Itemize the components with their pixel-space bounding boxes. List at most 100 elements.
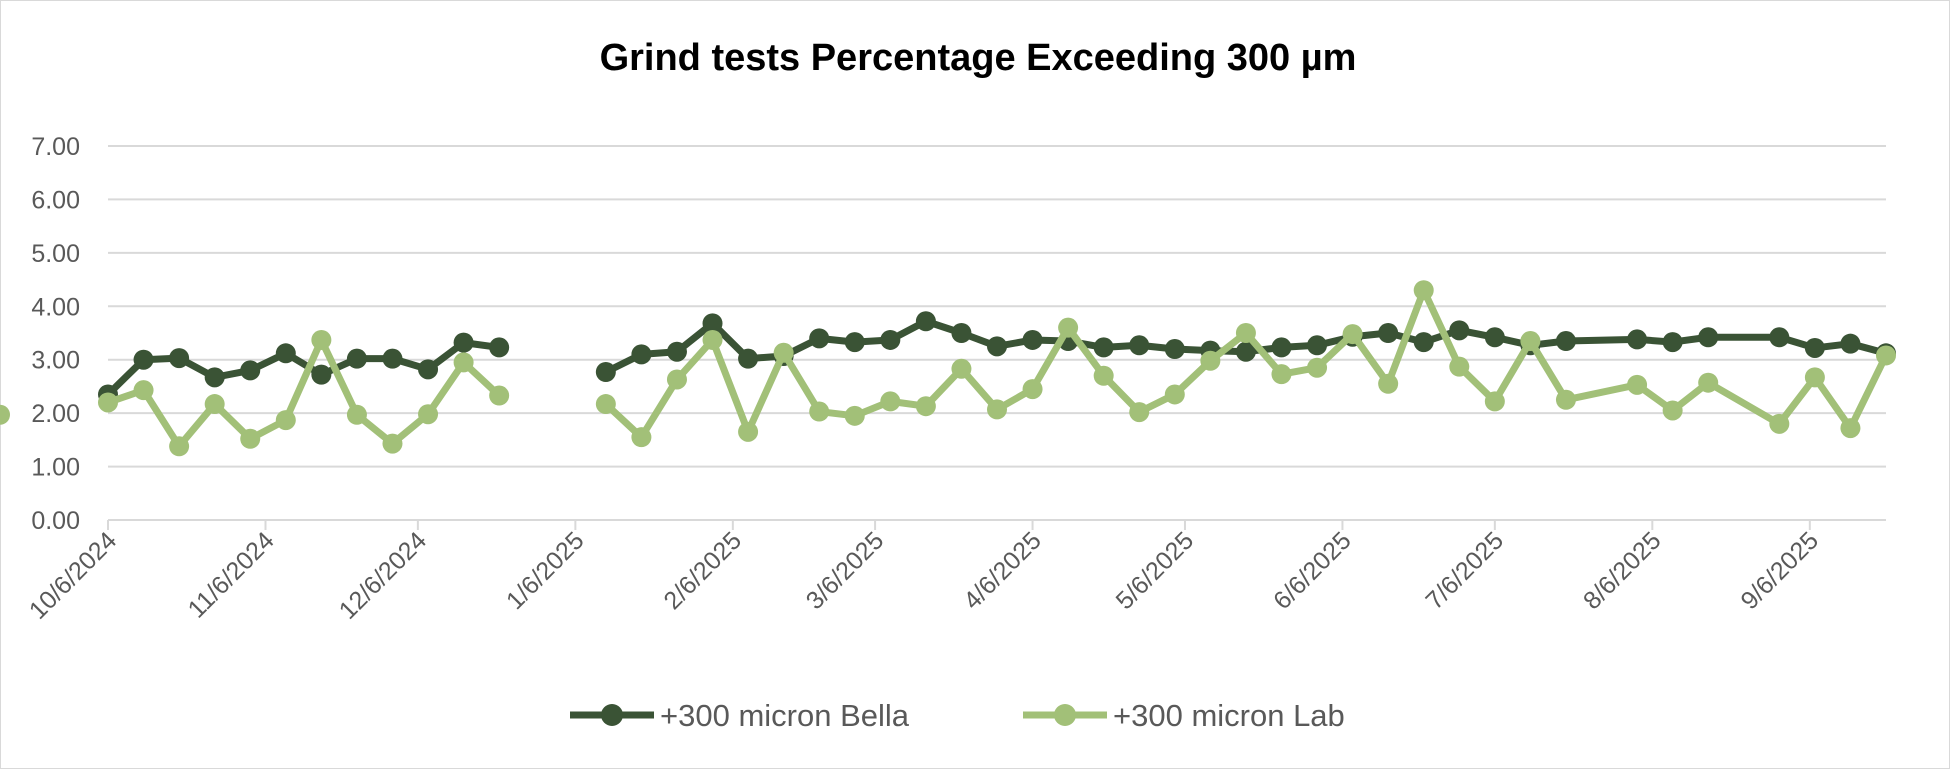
data-point [311, 364, 332, 385]
data-point [631, 344, 652, 365]
data-point [1307, 357, 1328, 378]
x-tick-label: 3/6/2025 [801, 526, 890, 615]
data-point [1804, 367, 1825, 388]
data-point [1413, 280, 1434, 301]
series-1 [0, 280, 1896, 457]
data-point [204, 394, 225, 415]
data-point [1627, 374, 1648, 395]
data-point [987, 399, 1007, 420]
data-point [738, 421, 759, 442]
x-tick-label: 11/6/2024 [183, 526, 280, 623]
data-point [595, 362, 616, 383]
chart-title: Grind tests Percentage Exceeding 300 µm [600, 37, 1357, 79]
data-point [1840, 333, 1861, 354]
data-point [1129, 335, 1150, 356]
data-point [951, 323, 972, 343]
data-point [1271, 337, 1292, 358]
data-point [1164, 339, 1185, 360]
x-tick-label: 12/6/2024 [334, 526, 433, 625]
data-point [418, 404, 439, 425]
x-tick-label: 7/6/2025 [1420, 526, 1509, 615]
y-tick-label: 4.00 [31, 293, 80, 321]
x-tick-label: 10/6/2024 [24, 526, 123, 625]
data-point [595, 394, 616, 415]
data-point [453, 352, 474, 373]
legend-label: +300 micron Bella [660, 698, 910, 733]
data-point [382, 348, 403, 369]
y-tick-label: 2.00 [31, 400, 80, 428]
data-point [169, 348, 190, 369]
data-point [311, 329, 332, 350]
data-point [275, 410, 296, 431]
data-point [240, 428, 261, 449]
x-tick-label: 5/6/2025 [1111, 526, 1200, 615]
data-point [1378, 373, 1399, 394]
data-point [702, 329, 723, 350]
data-point [951, 358, 972, 379]
data-point [844, 405, 865, 426]
data-point [1804, 337, 1825, 358]
data-point [809, 401, 830, 422]
legend-marker [1054, 704, 1076, 726]
legend-label: +300 micron Lab [1113, 698, 1345, 733]
data-point [1129, 402, 1150, 423]
y-tick-label: 0.00 [31, 507, 80, 535]
x-tick-label: 8/6/2025 [1578, 526, 1667, 615]
data-point [1840, 418, 1861, 439]
data-point [631, 427, 652, 448]
data-point [1662, 400, 1683, 421]
data-point [915, 396, 936, 417]
data-point [666, 341, 687, 362]
legend-item-0: +300 micron Bella [570, 698, 910, 733]
series-line [602, 286, 1890, 441]
data-point [1555, 331, 1576, 352]
data-point [1449, 356, 1470, 377]
series-line [104, 336, 503, 450]
data-point [240, 360, 261, 381]
data-point [1022, 379, 1043, 400]
data-point [453, 332, 474, 353]
data-point [489, 337, 510, 358]
data-point [1022, 329, 1043, 350]
data-point [1520, 331, 1541, 352]
data-point [1378, 323, 1399, 343]
data-point [133, 380, 154, 401]
data-point [1698, 372, 1719, 393]
data-point [346, 348, 367, 369]
data-point [1555, 389, 1576, 410]
data-point [1235, 323, 1256, 343]
x-tick-label: 1/6/2025 [501, 526, 590, 615]
legend: +300 micron Bella +300 micron Lab [570, 698, 1345, 733]
data-point [987, 336, 1007, 357]
data-point [1093, 337, 1114, 358]
data-point [1769, 413, 1790, 434]
y-axis-tick-labels: 0.00 1.00 2.00 3.00 4.00 5.00 6.00 7.00 [31, 133, 80, 535]
data-point [133, 349, 154, 370]
x-tick-label: 9/6/2025 [1735, 526, 1824, 615]
data-point [0, 404, 10, 425]
data-point [1769, 327, 1790, 348]
y-tick-label: 5.00 [31, 240, 80, 268]
data-point [1698, 327, 1719, 348]
data-point [204, 367, 225, 388]
legend-marker [601, 704, 623, 726]
data-point [1307, 335, 1328, 356]
data-point [1342, 324, 1363, 345]
y-tick-label: 6.00 [31, 186, 80, 214]
data-point [169, 436, 190, 457]
data-point [418, 359, 439, 380]
data-point [1093, 365, 1114, 386]
series-layer [0, 280, 1896, 457]
data-point [1235, 341, 1256, 362]
data-point [1449, 320, 1470, 341]
data-point [1164, 384, 1185, 405]
data-point [1484, 327, 1505, 348]
data-point [1413, 332, 1434, 353]
data-point [1662, 332, 1683, 353]
data-point [98, 392, 118, 413]
x-axis-tick-labels: 10/6/2024 11/6/2024 12/6/2024 1/6/2025 2/6/2… [24, 520, 1824, 625]
x-tick-label: 2/6/2025 [658, 526, 747, 615]
data-point [915, 311, 936, 332]
data-point [1058, 317, 1079, 338]
